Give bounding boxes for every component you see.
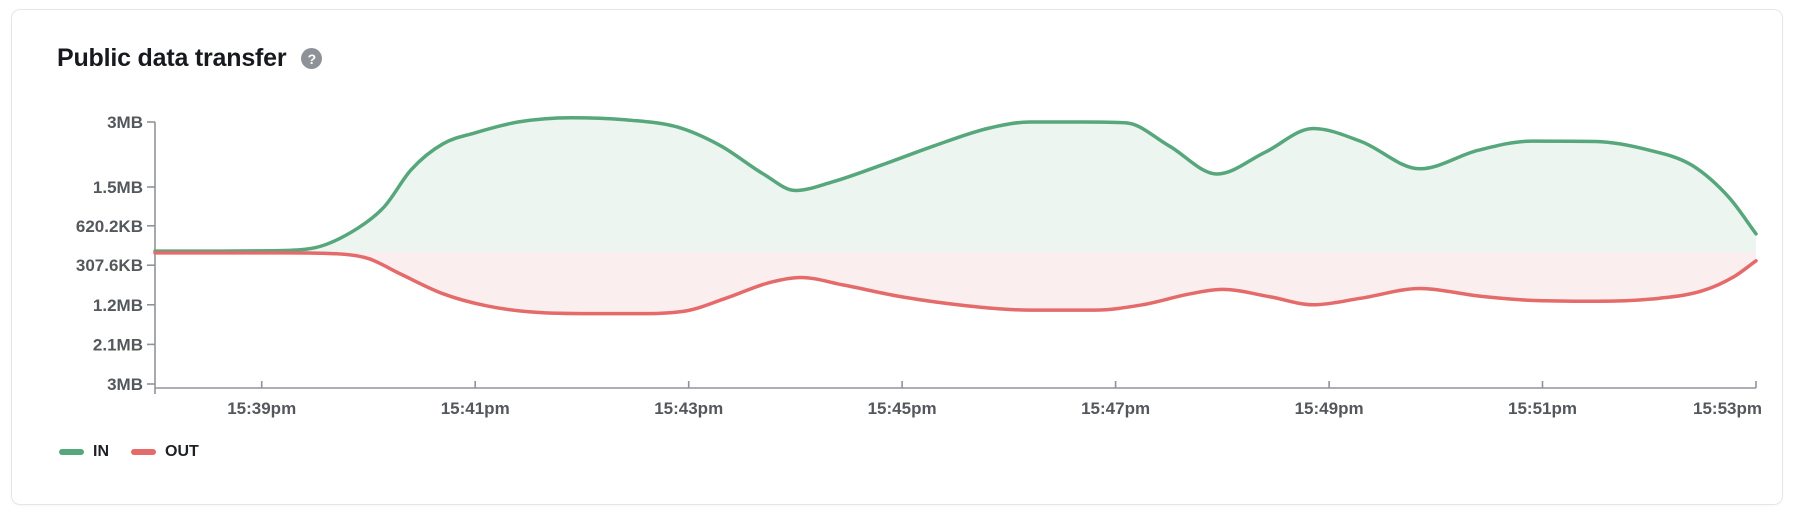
- x-tick-label: 15:53pm: [1693, 399, 1762, 418]
- y-tick-label: 2.1MB: [93, 335, 143, 354]
- series-in-line: [153, 115, 1758, 253]
- card-header: Public data transfer ?: [57, 44, 323, 73]
- y-tick-label: 307.6KB: [76, 256, 143, 275]
- x-tick-label: 15:47pm: [1081, 399, 1150, 418]
- x-tick-label: 15:41pm: [441, 399, 510, 418]
- y-tick-label: 620.2KB: [76, 217, 143, 236]
- legend-item-out[interactable]: OUT: [131, 443, 199, 461]
- series-in-area: [155, 117, 1756, 252]
- public-data-transfer-chart[interactable]: 3MB 1.5MB 620.2KB 307.6KB 1.2MB 2.1MB 3MB 15:39…: [12, 10, 1794, 524]
- y-tick-label: 1.2MB: [93, 296, 143, 315]
- legend-label-out: OUT: [165, 443, 199, 460]
- out-series-swatch: [131, 449, 156, 455]
- x-tick-label: 15:39pm: [227, 399, 296, 418]
- series-out-line: [153, 251, 1758, 316]
- chart-legend: IN OUT: [59, 443, 199, 461]
- page-title: Public data transfer: [57, 44, 287, 72]
- x-tick-label: 15:45pm: [868, 399, 937, 418]
- y-tick-label: 3MB: [107, 375, 143, 394]
- x-tick-label: 15:51pm: [1508, 399, 1577, 418]
- y-tick-label: 1.5MB: [93, 178, 143, 197]
- legend-item-in[interactable]: IN: [59, 443, 109, 461]
- help-icon[interactable]: ?: [301, 48, 323, 69]
- y-tick-label: 3MB: [107, 113, 143, 132]
- x-tick-label: 15:49pm: [1295, 399, 1364, 418]
- legend-label-in: IN: [93, 443, 109, 460]
- axes: 3MB 1.5MB 620.2KB 307.6KB 1.2MB 2.1MB 3MB 15:39…: [76, 113, 1762, 418]
- x-tick-label: 15:43pm: [654, 399, 723, 418]
- public-data-transfer-card: Public data transfer ? 3MB 1.5MB 620.2KB 30…: [11, 9, 1783, 505]
- in-series-swatch: [59, 449, 84, 455]
